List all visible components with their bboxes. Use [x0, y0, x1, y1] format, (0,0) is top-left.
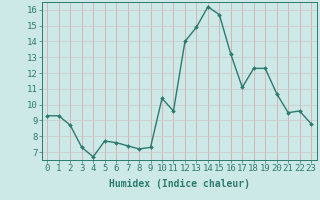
X-axis label: Humidex (Indice chaleur): Humidex (Indice chaleur) — [109, 179, 250, 189]
